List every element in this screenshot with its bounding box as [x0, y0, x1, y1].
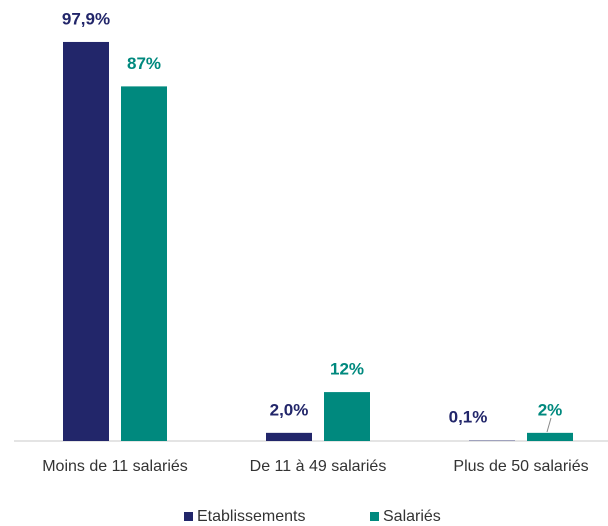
x-tick-label: De 11 à 49 salariés [250, 458, 387, 475]
bar [324, 392, 370, 441]
x-tick-label: Moins de 11 salariés [42, 458, 188, 475]
leader-line [546, 417, 552, 433]
bar [266, 432, 312, 441]
legend-swatch [370, 512, 379, 521]
data-label: 87% [127, 54, 161, 73]
bar [527, 432, 573, 441]
data-label: 2% [538, 400, 563, 419]
legend-label: Salariés [383, 508, 441, 525]
data-label: 0,1% [449, 407, 488, 426]
data-label: 97,9% [62, 9, 110, 28]
bar [63, 41, 109, 442]
x-tick-label: Plus de 50 salariés [453, 458, 588, 475]
legend-swatch [184, 512, 193, 521]
data-label: 2,0% [270, 400, 309, 419]
legend-label: Etablissements [197, 508, 306, 525]
data-label: 12% [330, 360, 364, 379]
bar [121, 86, 167, 441]
